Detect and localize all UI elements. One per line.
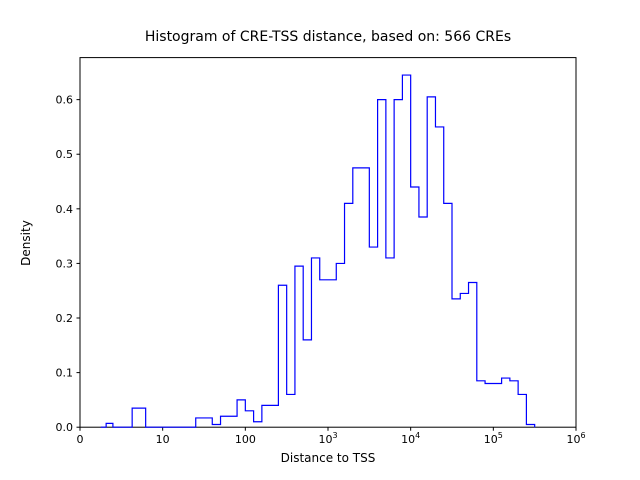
y-tick-label: 0.5	[56, 148, 74, 161]
x-tick-label: 106	[566, 431, 585, 446]
x-tick-label: 0	[77, 433, 84, 446]
axes-border	[79, 57, 577, 428]
y-axis-label: Density	[19, 220, 33, 266]
y-tick-label: 0.1	[56, 367, 74, 380]
y-tick-label: 0.2	[56, 312, 74, 325]
histogram-step-line	[100, 74, 536, 428]
y-tick-label: 0.0	[56, 421, 74, 434]
y-tick-label: 0.4	[56, 203, 74, 216]
chart-title: Histogram of CRE-TSS distance, based on:…	[144, 29, 512, 45]
x-tick-label: 103	[318, 431, 337, 446]
x-axis-label: Distance to TSS	[280, 451, 376, 465]
x-axis-ticks: 0 10 100 103 104 105 106	[77, 427, 586, 446]
x-tick-label: 100	[235, 433, 256, 446]
x-tick-label: 104	[401, 431, 420, 446]
y-axis-ticks: 0.0 0.1 0.2 0.3 0.4 0.5 0.6	[56, 94, 80, 434]
x-tick-label: 105	[484, 431, 503, 446]
y-tick-label: 0.6	[56, 94, 74, 107]
y-tick-label: 0.3	[56, 257, 74, 270]
x-tick-label: 10	[156, 433, 170, 446]
